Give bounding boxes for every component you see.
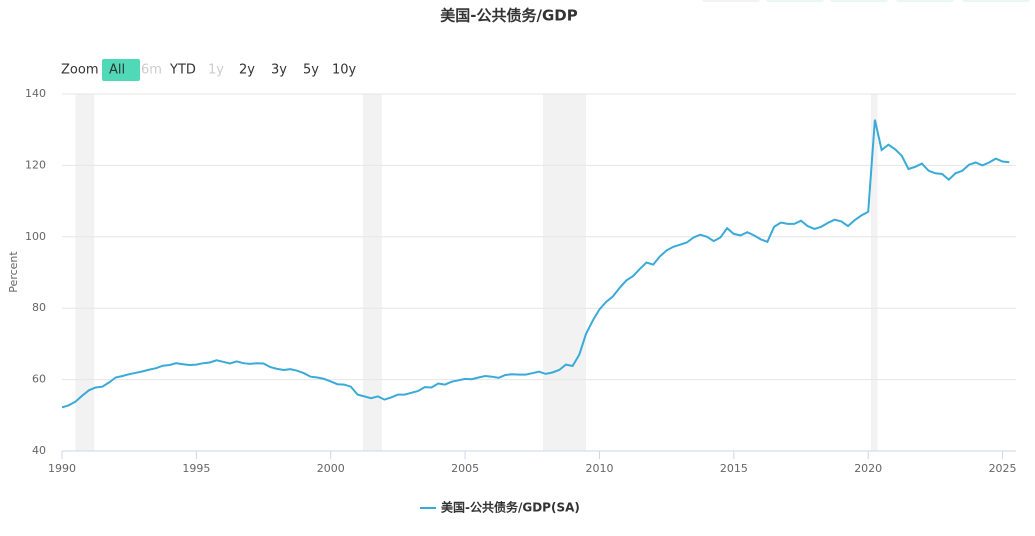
plot-area: 40 60 80 100 120 140 1990 1995 2000 2005 2010 2015 2… [25, 87, 1017, 475]
range-button[interactable]: All [102, 59, 140, 81]
chart-title: 美国-公共债务/GDP [440, 7, 577, 25]
range-button-label: All [109, 63, 125, 78]
top-button[interactable] [702, 0, 760, 2]
range-button-label: 5y [303, 63, 319, 78]
range-button-label: 3y [271, 63, 287, 78]
y-tick-label: 100 [25, 230, 46, 243]
x-tick-label: 2020 [854, 462, 882, 475]
range-button-label: 2y [239, 63, 255, 78]
x-tick-label: 2005 [451, 462, 479, 475]
range-button-label: 1y [208, 63, 224, 78]
x-tick-label: 1990 [48, 462, 76, 475]
y-tick-label: 60 [32, 373, 46, 386]
x-tick-label: 2025 [989, 462, 1017, 475]
recession-band [362, 94, 382, 451]
y-axis-label: Percent [7, 251, 20, 293]
series-line [61, 119, 1010, 409]
y-tick-label: 40 [32, 444, 46, 457]
range-button-bg [102, 59, 140, 81]
top-button[interactable] [896, 0, 954, 2]
legend-label: 美国-公共债务/GDP(SA) [441, 500, 580, 515]
y-tick-label: 120 [25, 158, 46, 171]
y-tick-label: 80 [32, 301, 46, 314]
x-tick-label: 2010 [585, 462, 613, 475]
range-selector: Zoom All 6m YTD 1y 2y 3y 5y 10y [61, 59, 357, 81]
recession-band [75, 94, 95, 451]
range-button[interactable]: 10y [332, 63, 357, 78]
range-button[interactable]: 1y [208, 63, 224, 78]
range-button-label: YTD [169, 63, 196, 78]
top-button[interactable] [830, 0, 888, 2]
top-button[interactable] [766, 0, 824, 2]
range-button[interactable]: YTD [169, 63, 196, 78]
range-button-label: 6m [141, 63, 162, 78]
range-button-label: 10y [332, 63, 357, 78]
y-tick-label: 140 [25, 87, 46, 100]
x-tick-label: 2015 [720, 462, 748, 475]
x-tick-label: 1995 [182, 462, 210, 475]
range-button[interactable]: 6m [141, 63, 162, 78]
range-button[interactable]: 2y [239, 63, 255, 78]
top-button[interactable] [962, 0, 1030, 2]
zoom-label: Zoom [61, 63, 98, 78]
recession-band [870, 94, 878, 451]
x-tick-label: 2000 [317, 462, 345, 475]
range-button[interactable]: 5y [303, 63, 319, 78]
recession-band [543, 94, 587, 451]
range-button[interactable]: 3y [271, 63, 287, 78]
legend-item[interactable]: 美国-公共债务/GDP(SA) [420, 500, 580, 515]
